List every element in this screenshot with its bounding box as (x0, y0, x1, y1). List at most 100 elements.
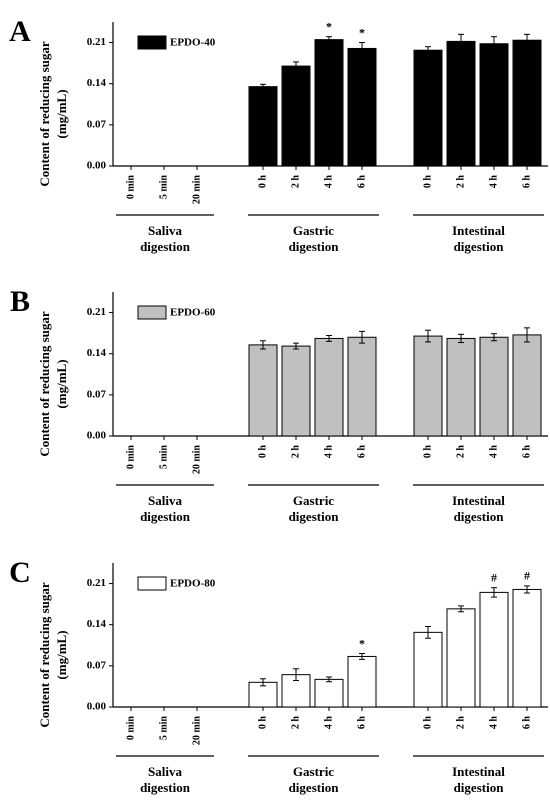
bar (314, 337, 344, 437)
bar (413, 631, 443, 708)
x-tick-label: 0 h (422, 445, 433, 459)
bar (446, 608, 476, 708)
legend-label: EPDO-80 (170, 578, 216, 590)
x-tick-label: 20 min (191, 716, 202, 746)
group-label: Intestinal (452, 764, 505, 779)
bar (314, 678, 344, 708)
x-tick-label: 6 h (356, 445, 367, 459)
significance-marker: * (359, 25, 365, 39)
x-tick-label: 6 h (521, 175, 532, 189)
legend-swatch (137, 576, 167, 591)
group-label: Intestinal (452, 223, 505, 238)
y-tick-label: 0.07 (87, 388, 107, 400)
bar (479, 43, 509, 167)
x-tick-label: 6 h (356, 716, 367, 730)
significance-marker: # (524, 569, 530, 583)
x-tick-label: 5 min (158, 175, 169, 200)
x-tick-label: 6 h (356, 175, 367, 189)
x-tick-label: 0 h (257, 175, 268, 189)
x-tick-label: 0 h (257, 716, 268, 730)
group-label: Gastric (293, 493, 334, 508)
panel-letter: C (9, 556, 31, 589)
group-label: digestion (140, 509, 191, 524)
y-axis-label: Content of reducing sugar (37, 41, 52, 187)
x-tick-label: 0 h (257, 445, 268, 459)
group-label: Gastric (293, 223, 334, 238)
group-label: digestion (454, 780, 505, 795)
group-label: digestion (140, 239, 191, 254)
x-tick-label: 20 min (191, 445, 202, 475)
group-label: digestion (289, 509, 340, 524)
y-axis-label: Content of reducing sugar (37, 582, 52, 728)
x-tick-label: 0 min (125, 716, 136, 741)
group-label: digestion (454, 239, 505, 254)
y-axis-label: (mg/mL) (54, 630, 69, 679)
bar (446, 337, 476, 437)
y-tick-label: 0.14 (87, 618, 107, 630)
panel-letter: B (10, 285, 30, 318)
x-tick-label: 0 min (125, 445, 136, 470)
group-label: digestion (289, 239, 340, 254)
legend-label: EPDO-40 (170, 37, 216, 49)
x-tick-label: 4 h (488, 445, 499, 459)
group-label: Gastric (293, 764, 334, 779)
x-tick-label: 4 h (323, 175, 334, 189)
y-tick-label: 0.00 (87, 430, 107, 442)
group-label: Saliva (148, 764, 182, 779)
x-tick-label: 2 h (290, 445, 301, 459)
x-tick-label: 0 h (422, 175, 433, 189)
y-tick-label: 0.21 (87, 36, 106, 48)
x-tick-label: 5 min (158, 445, 169, 470)
bar (248, 86, 278, 167)
bar (413, 335, 443, 437)
y-tick-label: 0.14 (87, 77, 107, 89)
bar (248, 344, 278, 437)
x-tick-label: 6 h (521, 445, 532, 459)
bar (347, 47, 377, 167)
y-tick-label: 0.07 (87, 659, 107, 671)
y-axis-label: (mg/mL) (54, 89, 69, 138)
group-label: digestion (454, 509, 505, 524)
y-tick-label: 0.21 (87, 577, 106, 589)
bar (314, 39, 344, 167)
panel-letter: A (9, 15, 31, 48)
x-tick-label: 5 min (158, 716, 169, 741)
y-tick-label: 0.21 (87, 306, 106, 318)
significance-marker: * (359, 636, 365, 650)
group-label: digestion (140, 780, 191, 795)
bar (512, 588, 542, 708)
group-label: Intestinal (452, 493, 505, 508)
legend-swatch (137, 305, 167, 320)
bar (281, 345, 311, 437)
group-label: Saliva (148, 493, 182, 508)
group-label: digestion (289, 780, 340, 795)
y-axis-label: Content of reducing sugar (37, 311, 52, 457)
x-tick-label: 2 h (455, 716, 466, 730)
x-tick-label: 0 min (125, 175, 136, 200)
bar (281, 65, 311, 167)
x-tick-label: 2 h (455, 445, 466, 459)
significance-marker: * (326, 19, 332, 33)
bar (347, 655, 377, 708)
x-tick-label: 20 min (191, 175, 202, 205)
y-tick-label: 0.00 (87, 701, 107, 713)
bar (479, 591, 509, 708)
x-tick-label: 0 h (422, 716, 433, 730)
x-tick-label: 6 h (521, 716, 532, 730)
x-tick-label: 4 h (488, 716, 499, 730)
bar (512, 39, 542, 167)
x-tick-label: 4 h (488, 175, 499, 189)
bar (446, 40, 476, 167)
bar (413, 49, 443, 167)
bar (512, 334, 542, 437)
legend-label: EPDO-60 (170, 307, 216, 319)
x-tick-label: 2 h (290, 716, 301, 730)
legend-swatch (137, 35, 167, 50)
y-tick-label: 0.00 (87, 160, 107, 172)
x-tick-label: 4 h (323, 445, 334, 459)
x-tick-label: 4 h (323, 716, 334, 730)
y-tick-label: 0.14 (87, 347, 107, 359)
y-tick-label: 0.07 (87, 118, 107, 130)
significance-marker: # (491, 570, 497, 584)
